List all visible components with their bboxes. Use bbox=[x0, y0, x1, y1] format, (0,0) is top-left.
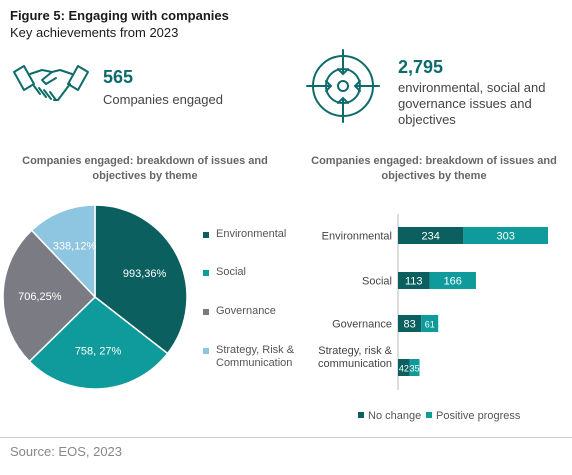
pie-chart: 993,36% 758, 27% 706,25% 338,12% bbox=[2, 204, 188, 390]
pie-slice-strategy-risk-communication bbox=[30, 204, 96, 299]
companies-engaged-label: Companies engaged bbox=[103, 92, 223, 107]
handshake-icon bbox=[13, 65, 89, 101]
bar-category-label-governance: Governance bbox=[332, 319, 392, 331]
bar-environmental-no-change bbox=[398, 227, 464, 244]
pie-data-label-social: 758, 27% bbox=[75, 345, 122, 357]
pie-slice-social bbox=[28, 296, 169, 390]
bar-legend-label-positive-progress: Positive progress bbox=[436, 410, 521, 422]
bar-data-label-strategy-risk-communication-no-change: 42 bbox=[399, 364, 409, 374]
figure-title: Figure 5: Engaging with companies bbox=[10, 8, 229, 23]
bar-strategy-risk-communication-positive-progress bbox=[409, 359, 420, 376]
legend-label-social: Social bbox=[216, 266, 246, 278]
pie-data-label-environmental: 993,36% bbox=[123, 268, 167, 280]
bar-data-label-environmental-no-change: 234 bbox=[422, 231, 440, 243]
pie-data-label-governance: 706,25% bbox=[18, 291, 62, 303]
issues-objectives-value: 2,795 bbox=[398, 57, 444, 77]
bar-category-label-social: Social bbox=[362, 276, 392, 288]
pie-chart-title: Companies engaged: breakdown of issues a… bbox=[22, 155, 268, 182]
bar-data-label-governance-positive-progress: 61 bbox=[425, 320, 435, 330]
bar-legend-swatch-positive-progress bbox=[426, 412, 432, 418]
footer-divider bbox=[0, 437, 572, 438]
bar-data-label-social-no-change: 113 bbox=[405, 276, 423, 288]
bar-legend-swatch-no-change bbox=[358, 412, 364, 418]
bar-chart-title: Companies engaged: breakdown of issues a… bbox=[311, 155, 557, 182]
legend-label-governance: Governance bbox=[216, 305, 276, 317]
bar-data-label-strategy-risk-communication-positive-progress: 35 bbox=[410, 364, 420, 374]
issues-objectives-label: environmental, social and governance iss… bbox=[398, 80, 546, 127]
bar-social-positive-progress bbox=[429, 272, 476, 289]
bar-governance-no-change bbox=[398, 315, 422, 332]
bar-category-label-environmental: Environmental bbox=[322, 231, 392, 243]
pie-slice-environmental bbox=[94, 204, 188, 355]
source-note: Source: EOS, 2023 bbox=[10, 444, 123, 459]
bar-data-label-social-positive-progress: 166 bbox=[444, 276, 462, 288]
figure-subtitle: Key achievements from 2023 bbox=[10, 25, 179, 40]
bar-environmental-positive-progress bbox=[463, 227, 548, 244]
pie-data-label-strategy-risk-communication: 338,12% bbox=[53, 241, 97, 253]
bar-category-label-strategy-risk-communication-line1: Strategy, risk & bbox=[318, 345, 392, 357]
bar-governance-positive-progress bbox=[421, 315, 439, 332]
legend-swatch-social bbox=[203, 270, 209, 276]
bar-strategy-risk-communication-no-change bbox=[398, 359, 410, 376]
legend-label-strategy: Strategy, Risk & Communication bbox=[216, 344, 295, 369]
bar-chart: Environmental 234 303 Social 113 166 Governanc… bbox=[318, 214, 548, 422]
bar-legend-label-no-change: No change bbox=[368, 410, 421, 422]
bar-category-label-strategy-risk-communication-line2: communication bbox=[318, 358, 392, 370]
bar-social-no-change bbox=[398, 272, 430, 289]
bar-data-label-environmental-positive-progress: 303 bbox=[497, 231, 515, 243]
legend-swatch-governance bbox=[203, 309, 209, 315]
legend-swatch-strategy bbox=[203, 348, 209, 354]
bar-data-label-governance-no-change: 83 bbox=[403, 319, 415, 331]
legend-swatch-environmental bbox=[203, 232, 209, 238]
pie-slice-governance bbox=[2, 229, 97, 363]
target-icon bbox=[306, 49, 380, 123]
companies-engaged-value: 565 bbox=[103, 67, 134, 87]
legend-label-environmental: Environmental bbox=[216, 228, 287, 240]
pie-legend: Environmental Social Governance Strategy… bbox=[200, 228, 300, 378]
